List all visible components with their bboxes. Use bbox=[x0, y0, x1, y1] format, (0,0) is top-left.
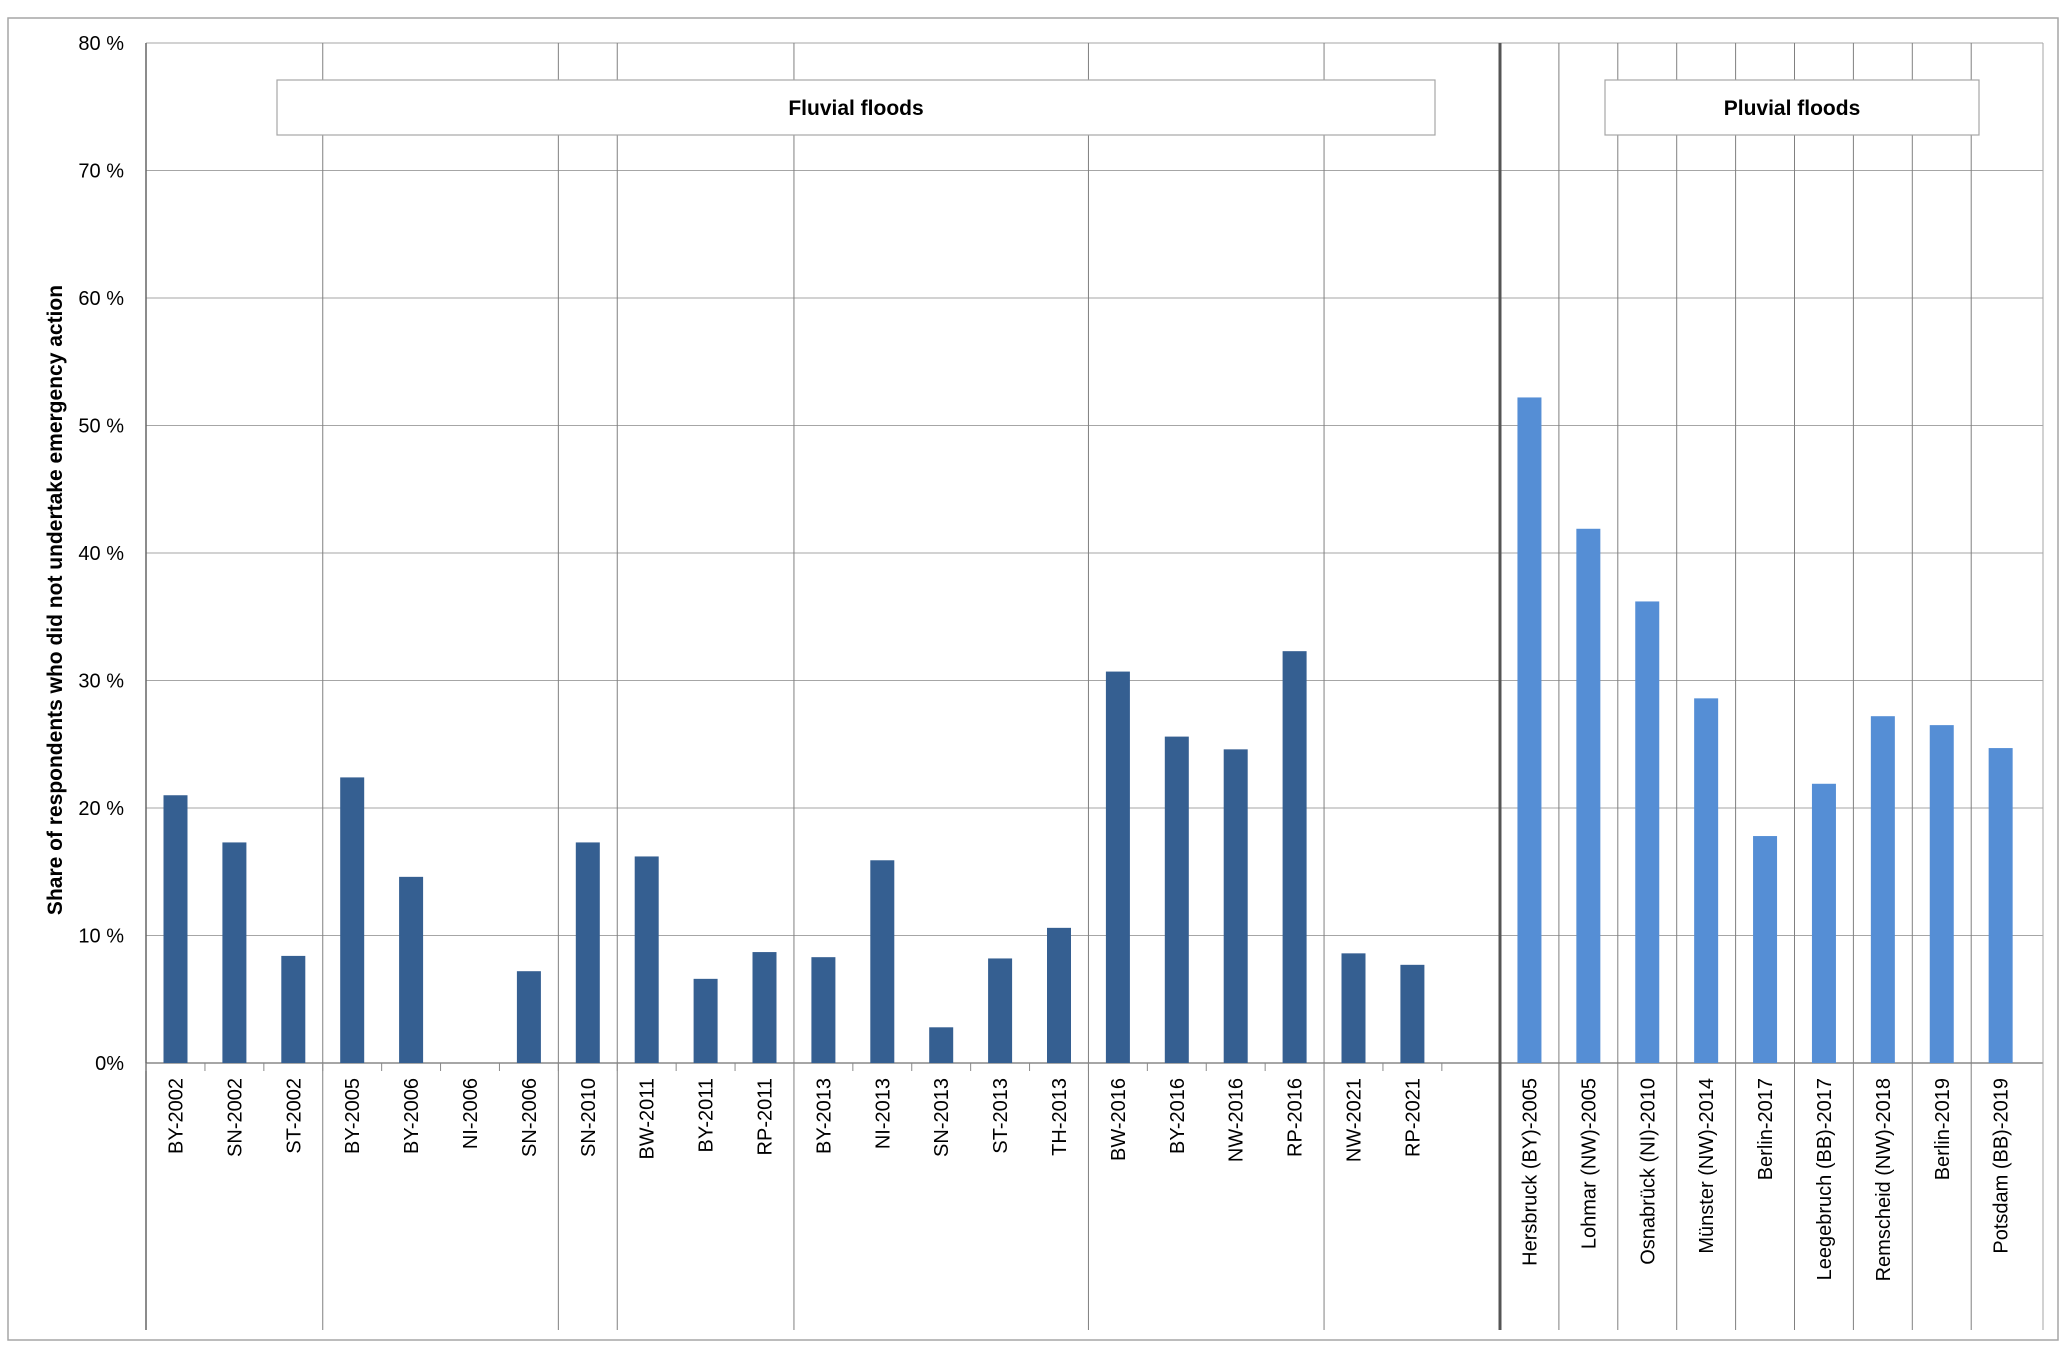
category-label: SN-2013 bbox=[931, 1078, 953, 1157]
bar bbox=[576, 842, 600, 1063]
category-label: Leegebruch (BB)-2017 bbox=[1814, 1078, 1836, 1280]
group-label: Pluvial floods bbox=[1724, 97, 1861, 120]
bar bbox=[1517, 397, 1541, 1063]
category-label: BY-2013 bbox=[813, 1078, 835, 1154]
category-label: Osnabrück (NI)-2010 bbox=[1637, 1078, 1659, 1265]
category-label: Potsdam (BB)-2019 bbox=[1991, 1078, 2013, 1254]
category-label: Münster (NW)-2014 bbox=[1696, 1078, 1718, 1254]
bar bbox=[1635, 601, 1659, 1063]
y-tick-label: 50 % bbox=[78, 416, 124, 438]
category-label: Hersbruck (BY)-2005 bbox=[1519, 1078, 1541, 1266]
category-label: NW-2016 bbox=[1226, 1078, 1248, 1162]
category-label: RP-2011 bbox=[755, 1078, 777, 1155]
bar bbox=[164, 795, 188, 1063]
category-label: Remscheid (NW)-2018 bbox=[1873, 1078, 1895, 1281]
y-tick-label: 60 % bbox=[78, 288, 124, 310]
y-tick-label: 70 % bbox=[78, 161, 124, 183]
category-label: SN-2010 bbox=[578, 1078, 600, 1157]
bar bbox=[870, 860, 894, 1063]
bar bbox=[399, 877, 423, 1063]
bar bbox=[1576, 529, 1600, 1063]
bar bbox=[1342, 953, 1366, 1063]
y-tick-label: 10 % bbox=[78, 926, 124, 948]
category-label: BY-2002 bbox=[166, 1078, 188, 1154]
category-label: BY-2016 bbox=[1167, 1078, 1189, 1154]
bar bbox=[1812, 784, 1836, 1063]
bar bbox=[1400, 965, 1424, 1063]
category-label: RP-2021 bbox=[1402, 1078, 1424, 1157]
bar bbox=[281, 956, 305, 1063]
bar bbox=[1283, 651, 1307, 1063]
group-label: Fluvial floods bbox=[788, 97, 923, 120]
category-label: BY-2011 bbox=[696, 1078, 718, 1153]
bar bbox=[1694, 698, 1718, 1063]
bar bbox=[1224, 749, 1248, 1063]
bar bbox=[1047, 928, 1071, 1063]
bar bbox=[753, 952, 777, 1063]
category-label: BW-2016 bbox=[1108, 1078, 1130, 1161]
bar bbox=[1871, 716, 1895, 1063]
y-tick-label: 30 % bbox=[78, 671, 124, 693]
category-label: Berlin-2019 bbox=[1932, 1078, 1954, 1180]
category-label: SN-2006 bbox=[519, 1078, 541, 1157]
bar bbox=[222, 842, 246, 1063]
bar bbox=[517, 971, 541, 1063]
y-tick-label: 0% bbox=[95, 1053, 124, 1075]
bar bbox=[694, 979, 718, 1063]
bar bbox=[988, 958, 1012, 1063]
y-tick-label: 80 % bbox=[78, 33, 124, 55]
group-labels: Fluvial floods Pluvial floods bbox=[277, 80, 1979, 135]
bar bbox=[1165, 737, 1189, 1063]
category-label: Lohmar (NW)-2005 bbox=[1578, 1078, 1600, 1249]
category-label: NI-2013 bbox=[872, 1078, 894, 1149]
category-label: SN-2002 bbox=[224, 1078, 246, 1157]
bar bbox=[1753, 836, 1777, 1063]
bar bbox=[340, 777, 364, 1063]
y-axis-label: Share of respondents who did not underta… bbox=[44, 285, 67, 915]
category-label: ST-2013 bbox=[990, 1078, 1012, 1154]
bar bbox=[1989, 748, 2013, 1063]
category-label: RP-2016 bbox=[1285, 1078, 1307, 1157]
category-label: NW-2021 bbox=[1344, 1078, 1366, 1162]
bar bbox=[1106, 672, 1130, 1063]
category-label: BY-2006 bbox=[401, 1078, 423, 1154]
y-tick-label: 40 % bbox=[78, 543, 124, 565]
category-label: BY-2005 bbox=[342, 1078, 364, 1154]
category-label: ST-2002 bbox=[283, 1078, 305, 1154]
y-tick-label: 20 % bbox=[78, 798, 124, 820]
category-label: NI-2006 bbox=[460, 1078, 482, 1149]
bar bbox=[929, 1027, 953, 1063]
bar bbox=[635, 856, 659, 1063]
category-label: BW-2011 bbox=[637, 1078, 659, 1160]
category-label: TH-2013 bbox=[1049, 1078, 1071, 1156]
bar bbox=[811, 957, 835, 1063]
category-label: Berlin-2017 bbox=[1755, 1078, 1777, 1180]
bar bbox=[1930, 725, 1954, 1063]
chart-frame bbox=[8, 18, 2058, 1340]
